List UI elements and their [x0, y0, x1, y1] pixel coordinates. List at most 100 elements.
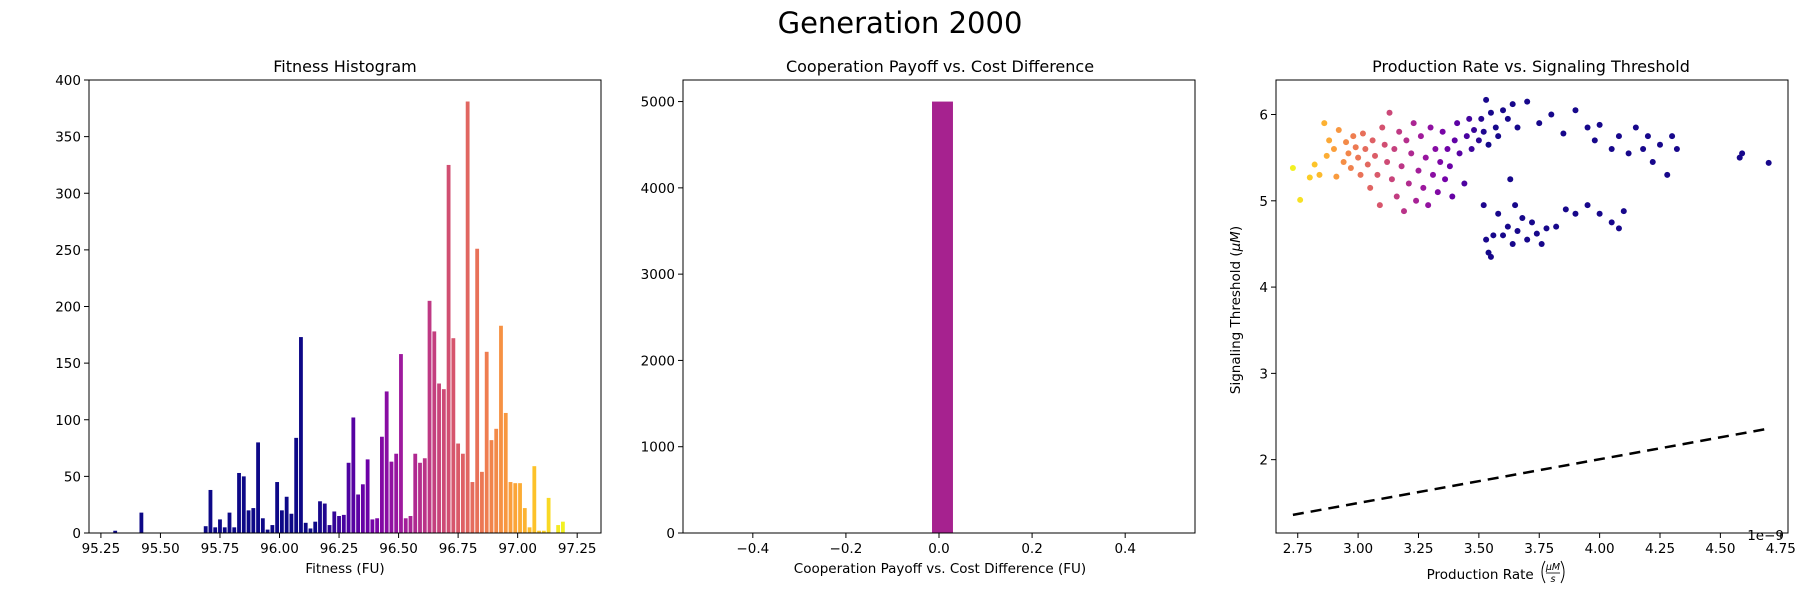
histogram-bar [208, 489, 213, 533]
histogram-bar [465, 101, 470, 533]
y-tick-label: 1000 [641, 440, 675, 456]
x-axis-label-unit-denominator: s [1551, 574, 1556, 585]
scatter-point [1376, 202, 1383, 209]
scatter-point [1478, 115, 1485, 122]
scatter-point [1340, 158, 1347, 165]
y-tick-label: 250 [55, 243, 81, 259]
scatter-point [1306, 174, 1313, 181]
scatter-point [1333, 173, 1340, 180]
y-tick-label: 0 [666, 526, 675, 542]
scatter-point [1500, 107, 1507, 114]
scatter-point [1350, 133, 1357, 140]
scatter-point [1422, 154, 1429, 161]
y-axis-label-unit: μM [1228, 231, 1244, 253]
histogram-bar [370, 519, 375, 533]
y-tick-label: 50 [64, 469, 81, 485]
scatter-point [1507, 176, 1514, 183]
histogram-bar [275, 482, 280, 533]
scatter-point [1632, 124, 1639, 131]
histogram-bar [265, 529, 270, 533]
histogram-bar [341, 514, 346, 533]
scatter-point [1364, 161, 1371, 168]
histogram-bar [484, 351, 489, 533]
scatter-point [1649, 158, 1656, 165]
histogram-bar [203, 526, 208, 533]
axes: −0.4 −0.2 0.0 0.2 0.4 0 1000 2000 3000 4000 5000 [641, 79, 1196, 557]
scatter-point [1644, 133, 1651, 140]
scatter-point [1429, 171, 1436, 178]
x-axis-multiplier: 1e−9 [1747, 528, 1784, 544]
scatter-point [1386, 109, 1393, 116]
histogram-bar [360, 484, 365, 533]
histogram-bar [413, 453, 418, 533]
scatter-point [1640, 146, 1647, 153]
histogram-bar [403, 518, 408, 533]
y-tick-label: 2 [1259, 453, 1268, 469]
scatter-point [1345, 150, 1352, 157]
histogram-bar [218, 519, 222, 533]
histogram-bar [437, 383, 441, 533]
panel-fitness-histogram: Fitness Histogram 95.25 95.50 95.75 96.00 96… [55, 57, 602, 577]
y-tick-label: 5000 [641, 95, 675, 111]
x-tick-label: 4.25 [1645, 541, 1675, 557]
histogram-bar [313, 521, 318, 533]
scatter-point [1625, 150, 1632, 157]
scatter-point [1343, 139, 1350, 146]
histogram-bar [303, 522, 308, 533]
scatter-point [1483, 96, 1490, 103]
histogram-bar [260, 518, 265, 533]
scatter-point [1289, 165, 1296, 172]
scatter-point [1572, 107, 1579, 114]
scatter-point [1765, 159, 1772, 166]
histogram-bar [337, 516, 341, 533]
scatter-point [1608, 219, 1615, 226]
histogram-bar [139, 512, 144, 533]
scatter-point [1620, 208, 1627, 215]
scatter-point [1512, 202, 1519, 209]
svg-text:Signaling Threshold (μM): Signaling Threshold (μM) [1228, 226, 1244, 394]
scatter-point [1432, 146, 1439, 153]
scatter-point [1471, 127, 1478, 134]
histogram-bar [327, 525, 332, 533]
histogram-bar [246, 510, 251, 533]
scatter-point [1384, 158, 1391, 165]
x-tick-label: 4.00 [1585, 541, 1615, 557]
scatter-point [1393, 193, 1400, 200]
histogram-bar [270, 525, 275, 533]
y-axis-label-suffix: ) [1228, 226, 1244, 231]
scatter-point [1538, 240, 1545, 247]
scatter-point [1396, 128, 1403, 135]
histogram-bar [456, 443, 461, 533]
scatter-point [1509, 240, 1516, 247]
panel-cooperation-payoff: Cooperation Payoff vs. Cost Difference −… [641, 57, 1196, 577]
x-tick-label: 96.50 [379, 541, 418, 557]
x-tick-label: 95.50 [141, 541, 180, 557]
y-axis-label: Signaling Threshold (μM) [1228, 226, 1244, 394]
histogram-bars [932, 101, 953, 534]
scatter-point [1664, 171, 1671, 178]
scatter-point [1509, 101, 1516, 108]
scatter-point [1403, 137, 1410, 144]
histogram-bar [446, 164, 451, 533]
scatter-point [1596, 210, 1603, 217]
x-axis-label-paren-right [1560, 560, 1565, 584]
scatter-point [1519, 215, 1526, 222]
panel-title: Production Rate vs. Signaling Threshold [1372, 57, 1690, 76]
scatter-point [1311, 161, 1318, 168]
histogram-bar [546, 497, 551, 533]
histogram-bar [279, 510, 284, 533]
histogram-bar [227, 512, 232, 533]
plot-frame [1275, 79, 1789, 534]
x-tick-label: 0.2 [1021, 541, 1042, 557]
scatter-point [1524, 236, 1531, 243]
x-tick-label: 95.25 [82, 541, 121, 557]
histogram-bar [332, 511, 337, 533]
scatter-point [1615, 133, 1622, 140]
y-tick-label: 2000 [641, 353, 675, 369]
scatter-point [1480, 128, 1487, 135]
histogram-bar [251, 508, 256, 533]
y-tick-label: 4000 [641, 181, 675, 197]
y-tick-label: 0 [72, 526, 81, 542]
histogram-bar [232, 527, 237, 533]
